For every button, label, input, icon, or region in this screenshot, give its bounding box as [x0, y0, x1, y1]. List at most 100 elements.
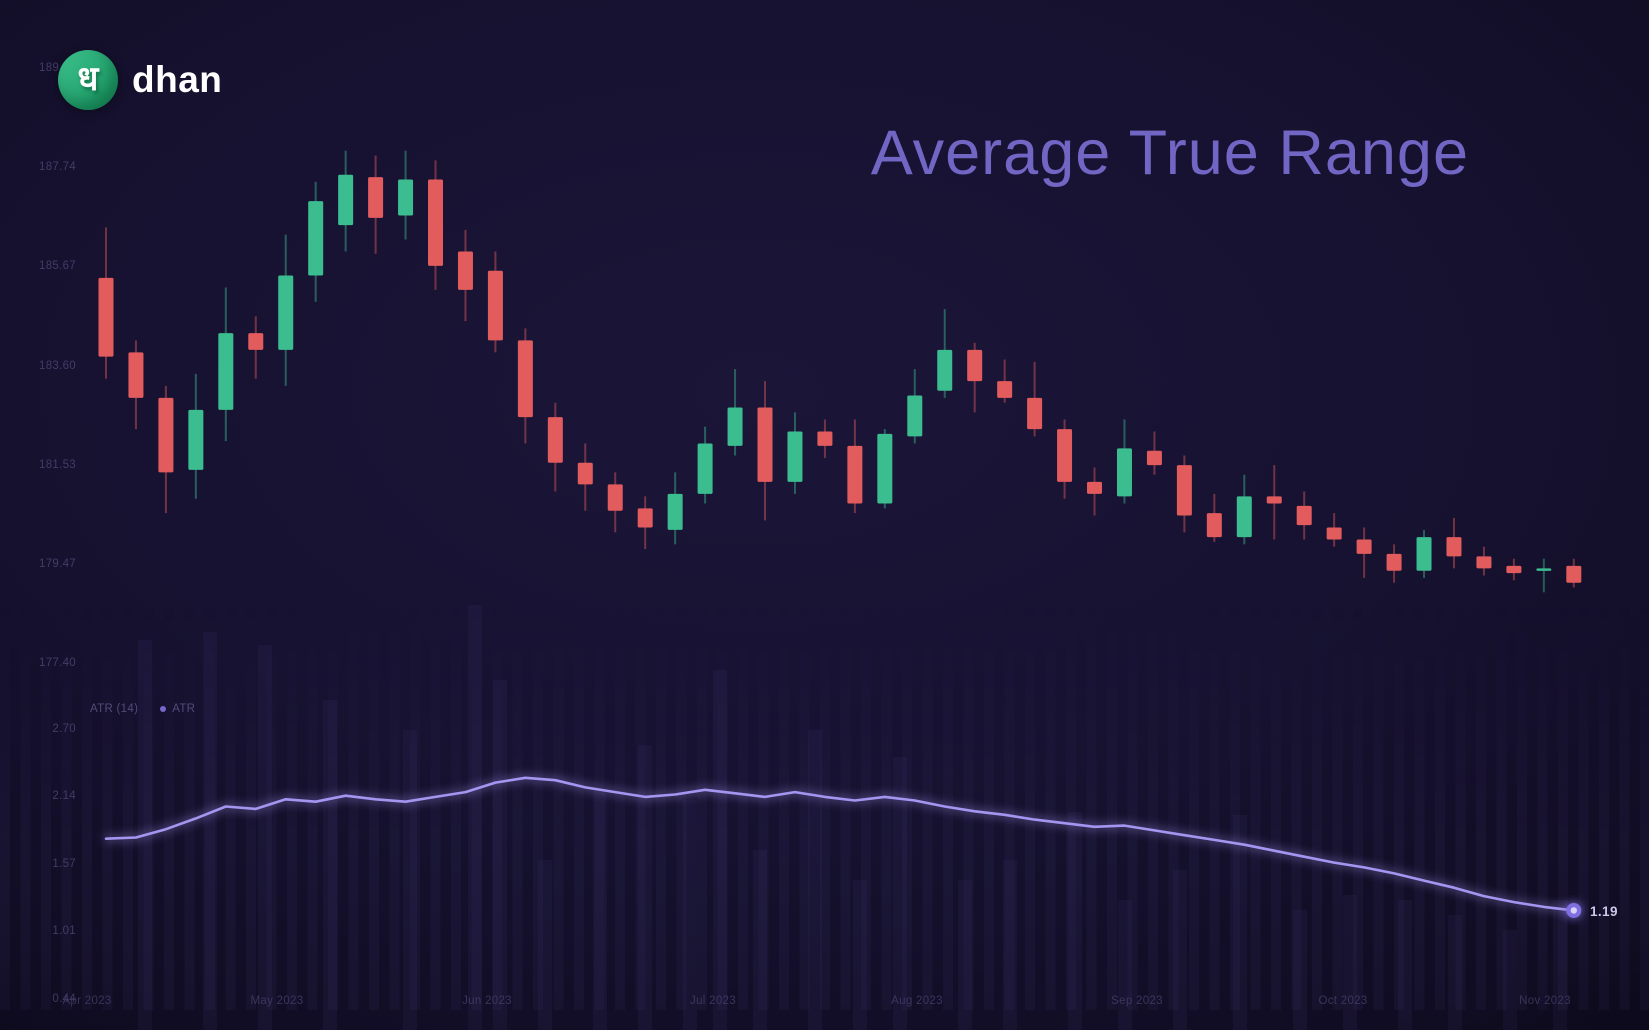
candle-body [428, 179, 444, 266]
volume-bar [403, 730, 417, 1030]
atr-legend-entry: ATR [160, 703, 195, 715]
candle-body [817, 431, 833, 446]
candle-body [607, 484, 623, 511]
atr-tick-label: 2.14 [52, 789, 76, 802]
candle-body [1446, 537, 1462, 557]
atr-endpoint-dot-core [1570, 907, 1577, 914]
candle-body [997, 381, 1013, 398]
candle-body [1386, 553, 1402, 571]
candle-body [248, 333, 264, 350]
candle-body [637, 508, 653, 528]
candle-body [1027, 397, 1043, 430]
volume-bar [1118, 900, 1132, 1030]
atr-tick-label: 1.01 [52, 924, 76, 937]
volume-bar [538, 860, 552, 1030]
candle-body [1476, 556, 1492, 569]
candle-body [1296, 505, 1312, 526]
volume-bar [808, 730, 822, 1030]
volume-bar [1003, 860, 1017, 1030]
month-tick-label: Nov 2023 [1519, 995, 1571, 1007]
atr-tick-label: 2.70 [52, 723, 76, 735]
candle-body [547, 417, 563, 463]
candle-body [398, 179, 414, 216]
atr-legend: ATR (14) ATR [90, 703, 195, 715]
candle-body [1266, 496, 1282, 504]
volume-bar [1448, 915, 1462, 1030]
candle-body [697, 443, 713, 494]
candle-body [1146, 450, 1162, 466]
volume-bar [468, 605, 482, 1030]
candle-body [1356, 539, 1372, 554]
candle-body [877, 433, 893, 504]
volume-bar [853, 880, 867, 1030]
atr-line [104, 776, 1576, 912]
candle-body [308, 201, 324, 276]
candle-body [847, 445, 863, 504]
atr-last-value: 1.19 [1590, 904, 1618, 919]
candle-body [1536, 568, 1552, 571]
candle-body [1176, 465, 1192, 516]
month-tick-label: May 2023 [250, 995, 304, 1007]
volume-bar [638, 745, 652, 1030]
candle-body [1206, 513, 1222, 538]
atr-legend-text: ATR [172, 703, 196, 715]
month-tick-label: Jun 2023 [462, 995, 512, 1007]
candle-body [967, 349, 983, 382]
candle-body [727, 407, 743, 446]
volume-bar [958, 880, 972, 1030]
volume-bar [753, 850, 767, 1030]
volume-bar [1503, 930, 1517, 1030]
candle-body [1326, 527, 1342, 540]
month-tick-label: Apr 2023 [62, 995, 112, 1007]
volume-bar [323, 700, 337, 1030]
volume-bar [893, 757, 907, 1030]
candle-body [1057, 429, 1073, 482]
volume-bar [1068, 812, 1082, 1030]
candle-body [517, 340, 533, 418]
dhan-logo-icon: ध [58, 50, 118, 110]
page-title: Average True Range [870, 118, 1469, 188]
price-tick-label: 185.67 [39, 260, 76, 273]
price-tick-label: 187.74 [39, 161, 76, 173]
candle-body [907, 395, 923, 437]
volume-stripe-band [0, 600, 1649, 1010]
candle-body [1087, 481, 1103, 494]
candle-body [757, 407, 773, 482]
volume-bar [1343, 895, 1357, 1030]
candle-body [457, 251, 473, 290]
month-tick-label: Sep 2023 [1111, 995, 1163, 1007]
candle-body [188, 409, 204, 470]
month-tick-label: Aug 2023 [891, 995, 943, 1007]
price-tick-label: 179.47 [39, 557, 76, 570]
volume-bar [713, 670, 727, 1030]
month-tick-label: Jul 2023 [690, 995, 736, 1007]
candle-body [1506, 565, 1522, 574]
volume-bar [203, 632, 217, 1030]
candle-body [98, 277, 114, 357]
brand: ध dhan [58, 50, 222, 110]
candle-body [128, 352, 144, 398]
logo-glyph: ध [77, 59, 99, 99]
price-tick-label: 177.40 [39, 657, 76, 670]
candle-body [1116, 448, 1132, 497]
volume-bar [683, 800, 697, 1030]
atr-tick-label: 0.44 [52, 993, 76, 1006]
volume-bar [593, 790, 607, 1030]
month-tick-label: Oct 2023 [1318, 995, 1368, 1007]
candle-body [487, 270, 503, 341]
volume-bar [1173, 870, 1187, 1030]
brand-name: dhan [132, 59, 223, 100]
candle-body [218, 333, 234, 410]
price-tick-label: 183.60 [39, 359, 76, 372]
volume-bar [493, 680, 507, 1030]
volume-bar [1233, 815, 1247, 1030]
price-tick-label: 181.53 [39, 459, 76, 472]
candle-body [787, 431, 803, 482]
volume-bar [1553, 900, 1567, 1030]
atr-legend-dot-icon [160, 706, 167, 712]
candle-body [667, 493, 683, 530]
candle-body [937, 349, 953, 391]
volume-bar [1293, 910, 1307, 1030]
